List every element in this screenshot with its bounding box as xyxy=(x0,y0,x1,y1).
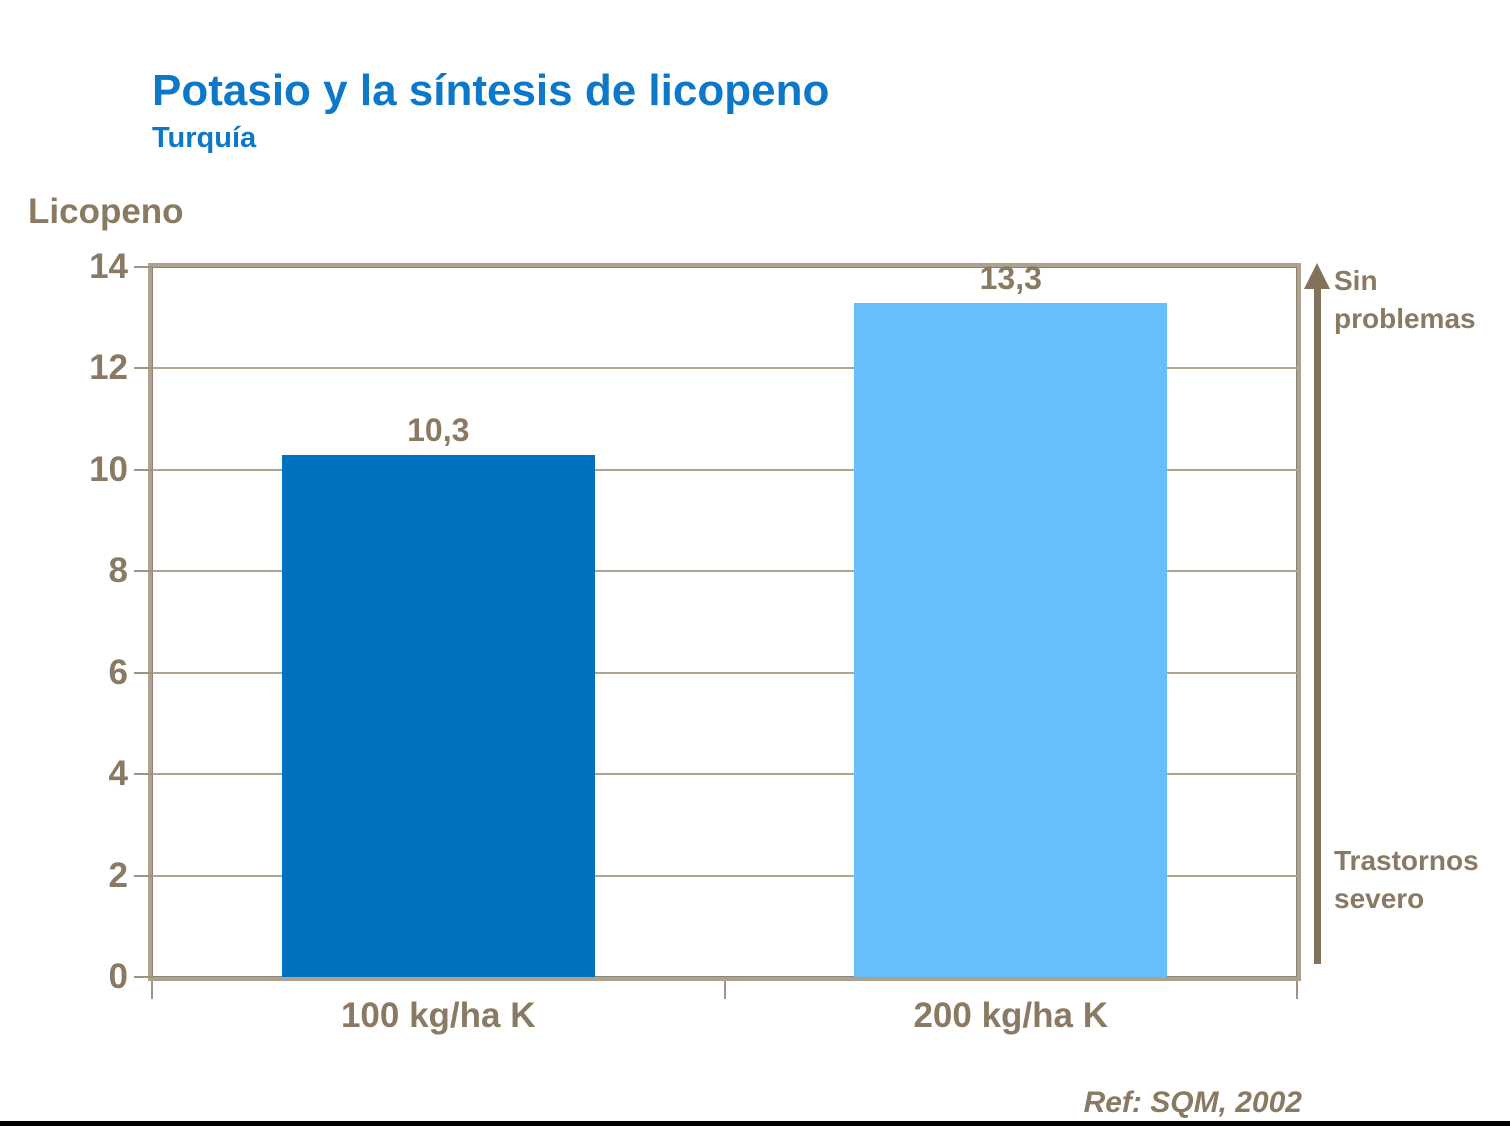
x-tick-mark-2 xyxy=(1296,981,1298,999)
y-tick-label-12: 12 xyxy=(89,348,128,388)
bar-200-kg-ha-k xyxy=(854,302,1168,977)
y-tick-mark-10 xyxy=(134,468,153,471)
chart-subtitle: Turquía xyxy=(152,122,257,154)
y-tick-mark-8 xyxy=(134,570,153,573)
y-axis-label: Licopeno xyxy=(28,192,184,231)
y-tick-label-8: 8 xyxy=(108,551,128,591)
annotation-sin-problemas: Sin problemas xyxy=(1334,265,1476,334)
y-tick-label-6: 6 xyxy=(108,652,128,692)
bottom-rule xyxy=(0,1121,1510,1126)
y-tick-label-14: 14 xyxy=(89,247,128,286)
y-tick-mark-0 xyxy=(134,976,153,978)
y-tick-label-4: 4 xyxy=(108,754,128,794)
bar-100-kg-ha-k xyxy=(281,454,595,977)
y-tick-mark-6 xyxy=(134,671,153,674)
gridline-8 xyxy=(152,570,1297,573)
gridline-6 xyxy=(152,671,1297,674)
gridline-12 xyxy=(152,367,1297,370)
reference-text: Ref: SQM, 2002 xyxy=(1083,1086,1302,1119)
y-tick-mark-14 xyxy=(134,266,153,268)
y-tick-mark-4 xyxy=(134,773,153,776)
y-tick-label-10: 10 xyxy=(89,449,128,489)
bar-value-label-1: 13,3 xyxy=(979,259,1042,296)
bar-value-label-0: 10,3 xyxy=(407,411,470,448)
gridline-10 xyxy=(152,468,1297,471)
x-category-label-0: 100 kg/ha K xyxy=(340,996,536,1035)
chart-title: Potasio y la síntesis de licopeno xyxy=(152,66,830,115)
y-tick-mark-12 xyxy=(134,367,153,370)
severity-arrow-line xyxy=(1314,286,1321,964)
y-tick-mark-2 xyxy=(134,874,153,877)
gridline-4 xyxy=(152,773,1297,776)
gridline-2 xyxy=(152,874,1297,877)
annotation-trastornos-severo: Trastornos severo xyxy=(1334,845,1479,914)
x-tick-mark-0 xyxy=(151,981,153,999)
y-tick-label-2: 2 xyxy=(108,855,128,895)
plot-area: 10,3 13,3 xyxy=(148,260,1301,981)
x-category-label-1: 200 kg/ha K xyxy=(913,996,1109,1035)
arrow-up-icon xyxy=(1304,263,1330,289)
y-tick-label-0: 0 xyxy=(108,957,128,996)
plot-inner: 10,3 13,3 xyxy=(152,260,1297,977)
x-tick-mark-1 xyxy=(723,981,726,999)
